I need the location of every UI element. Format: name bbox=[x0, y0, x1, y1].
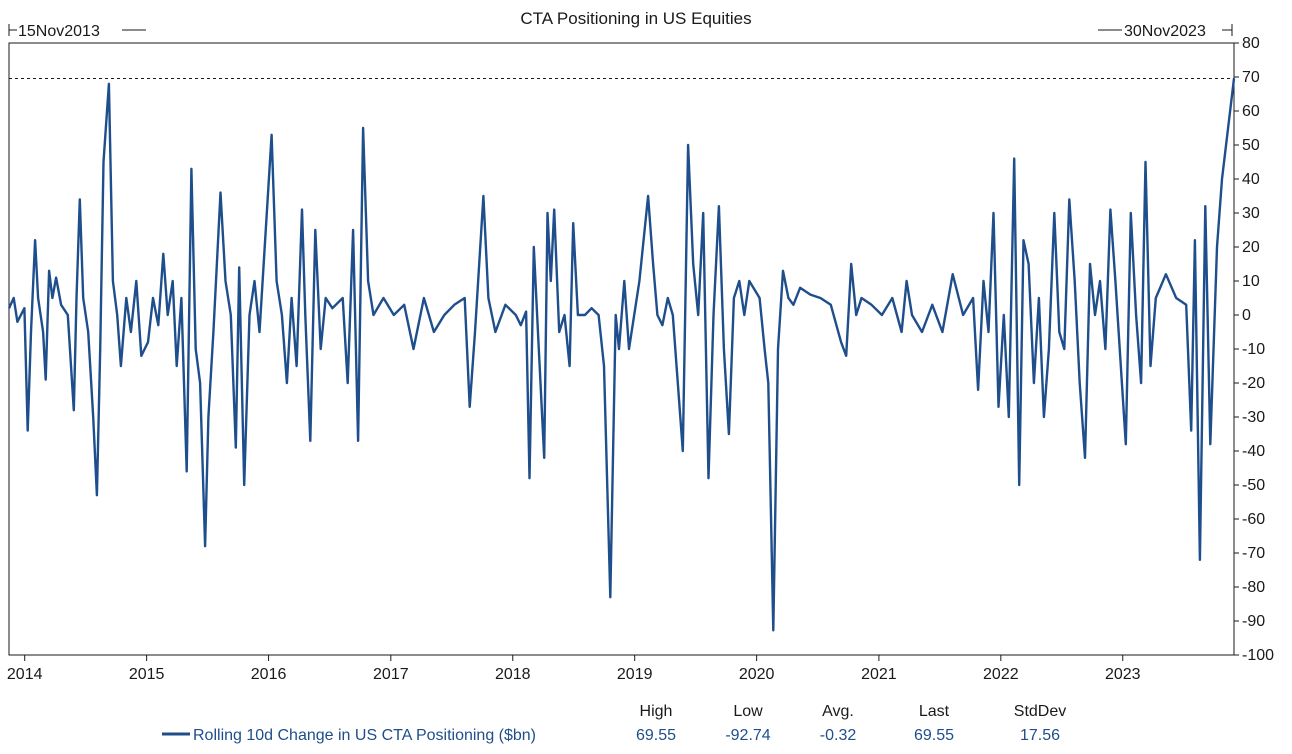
range-end-label: 30Nov2023 bbox=[1124, 23, 1206, 40]
stat-header: High bbox=[640, 703, 673, 720]
stat-value: 69.55 bbox=[914, 727, 954, 744]
chart-title: CTA Positioning in US Equities bbox=[520, 9, 751, 28]
stats-table: High Low Avg. Last StdDev 69.55 -92.74 -0.32 69.… bbox=[636, 703, 1066, 744]
x-tick-label: 2016 bbox=[251, 666, 287, 683]
y-axis: 80 70 60 50 40 30 20 10 0 -10 -20 -30 -40 -50 -60 -70 -8… bbox=[1234, 35, 1274, 664]
y-tick-label: 70 bbox=[1242, 69, 1260, 86]
stat-header: Avg. bbox=[822, 703, 854, 720]
y-tick-label: -60 bbox=[1242, 511, 1265, 528]
y-tick-label: 60 bbox=[1242, 103, 1260, 120]
y-tick-label: 0 bbox=[1242, 307, 1251, 324]
range-start-marker: 15Nov2013 bbox=[8, 23, 146, 40]
range-start-label: 15Nov2013 bbox=[18, 23, 100, 40]
y-tick-label: 50 bbox=[1242, 137, 1260, 154]
legend: Rolling 10d Change in US CTA Positioning… bbox=[162, 727, 536, 744]
x-tick-label: 2022 bbox=[983, 666, 1019, 683]
stat-value: 69.55 bbox=[636, 727, 676, 744]
x-tick-label: 2023 bbox=[1105, 666, 1141, 683]
stat-value: 17.56 bbox=[1020, 727, 1060, 744]
y-tick-label: 80 bbox=[1242, 35, 1260, 52]
stat-header: Last bbox=[919, 703, 950, 720]
y-tick-label: -20 bbox=[1242, 375, 1265, 392]
x-tick-label: 2018 bbox=[495, 666, 531, 683]
x-tick-label: 2021 bbox=[861, 666, 897, 683]
stat-header: Low bbox=[733, 703, 763, 720]
x-axis: 2014 2015 2016 2017 2018 2019 2020 2021 2022 2023 bbox=[7, 655, 1141, 683]
range-end-marker: 30Nov2023 bbox=[1098, 23, 1233, 40]
legend-label: Rolling 10d Change in US CTA Positioning… bbox=[193, 727, 536, 744]
y-tick-label: -50 bbox=[1242, 477, 1265, 494]
y-tick-label: 20 bbox=[1242, 239, 1260, 256]
y-tick-label: 10 bbox=[1242, 273, 1260, 290]
plot-area bbox=[8, 42, 1235, 656]
y-tick-label: 40 bbox=[1242, 171, 1260, 188]
x-tick-label: 2020 bbox=[739, 666, 775, 683]
stat-value: -0.32 bbox=[820, 727, 857, 744]
x-tick-label: 2015 bbox=[129, 666, 165, 683]
stat-value: -92.74 bbox=[725, 727, 770, 744]
x-tick-label: 2017 bbox=[373, 666, 409, 683]
series-line bbox=[7, 78, 1236, 632]
y-tick-label: -90 bbox=[1242, 613, 1265, 630]
y-tick-label: -100 bbox=[1242, 647, 1274, 664]
y-tick-label: -30 bbox=[1242, 409, 1265, 426]
y-tick-label: 30 bbox=[1242, 205, 1260, 222]
y-tick-label: -40 bbox=[1242, 443, 1265, 460]
x-tick-label: 2019 bbox=[617, 666, 653, 683]
x-tick-label: 2014 bbox=[7, 666, 43, 683]
y-tick-label: -80 bbox=[1242, 579, 1265, 596]
stat-header: StdDev bbox=[1014, 703, 1066, 720]
y-tick-label: -10 bbox=[1242, 341, 1265, 358]
y-tick-label: -70 bbox=[1242, 545, 1265, 562]
